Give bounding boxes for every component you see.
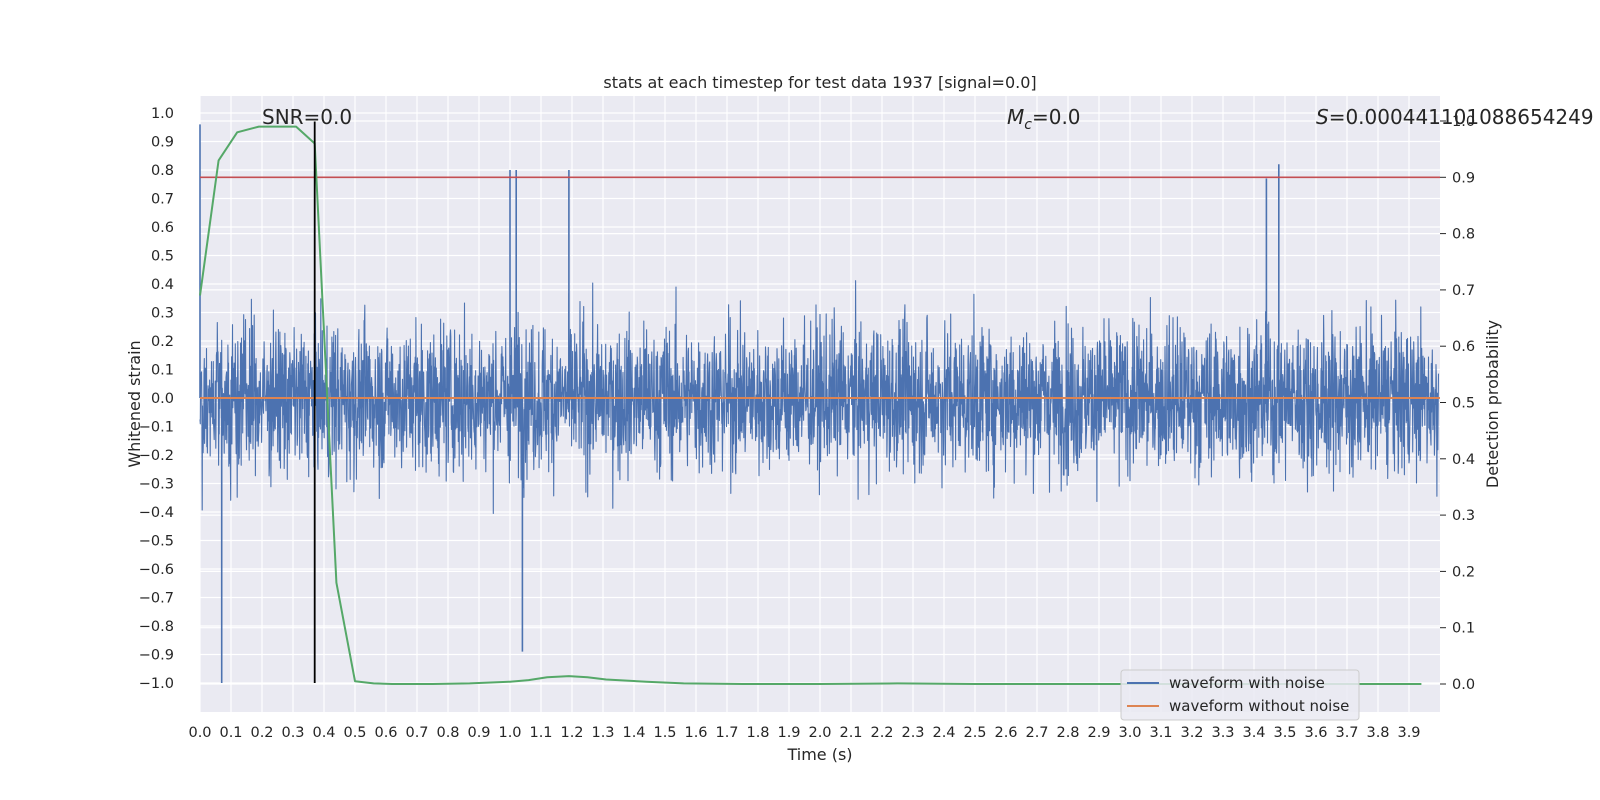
y-tick-label: −1.0 (139, 676, 174, 692)
plot-lines (199, 121, 1440, 685)
y-ticks: 1.0 0.9 0.8 0.7 0.6 0.5 0.4 0.3 0.2 0.1 0.0 −0.1 −0.… (139, 106, 174, 692)
detection-probability-line (199, 125, 1422, 685)
y-tick-label: −0.2 (139, 448, 174, 464)
annotation-s: S=0.000441101088654249 (1316, 105, 1594, 129)
x-tick-label: 3.7 (1335, 725, 1358, 741)
x-tick-label: 2.8 (1056, 725, 1079, 741)
x-tick-label: 2.0 (808, 725, 831, 741)
x-tick-label: 0.4 (312, 725, 335, 741)
x-tick-label: 1.0 (498, 725, 521, 741)
y2-ticks: 0.0 0.1 0.2 0.3 0.4 0.5 0.6 0.7 0.8 0.9 1.0 (1440, 114, 1475, 693)
y2-tick-label: 1.0 (1452, 114, 1475, 130)
annotation-snr: SNR=0.0 (262, 105, 352, 129)
y2-tick-label: 0.7 (1452, 283, 1475, 299)
y-tick-label: 0.8 (151, 163, 174, 179)
x-tick-label: 0.1 (219, 725, 242, 741)
chart-title: stats at each timestep for test data 193… (603, 73, 1036, 92)
y-tick-label: −0.4 (139, 505, 174, 521)
x-tick-label: 2.9 (1087, 725, 1110, 741)
noise-waveform (199, 280, 1440, 515)
legend: waveform with noise waveform without noi… (1120, 669, 1360, 721)
legend-box (1120, 669, 1360, 721)
x-tick-label: 0.8 (436, 725, 459, 741)
y2-tick-label: 0.2 (1452, 564, 1475, 580)
x-tick-label: 2.6 (994, 725, 1017, 741)
x-tick-label: 1.6 (684, 725, 707, 741)
x-tick-label: 2.3 (901, 725, 924, 741)
x-tick-label: 3.1 (1149, 725, 1172, 741)
x-tick-label: 3.3 (1211, 725, 1234, 741)
x-ticks: 0.0 0.1 0.2 0.3 0.4 0.5 0.6 0.7 0.8 0.9 1.0 1.1 1.2 1… (188, 725, 1420, 741)
y-tick-label: −0.9 (139, 648, 174, 664)
x-tick-label: 1.7 (715, 725, 738, 741)
y-tick-label: −0.7 (139, 591, 174, 607)
x-tick-label: 3.6 (1304, 725, 1327, 741)
x-tick-label: 3.8 (1366, 725, 1389, 741)
annotation-mc: Mc=0.0 (1007, 105, 1081, 133)
x-tick-label: 2.1 (839, 725, 862, 741)
x-tick-label: 1.1 (529, 725, 552, 741)
y-tick-label: 0.9 (151, 135, 174, 151)
legend-label-noise: waveform with noise (1169, 674, 1325, 692)
y-tick-label: 0.4 (151, 277, 174, 293)
y-tick-label: −0.8 (139, 619, 174, 635)
y2-tick-label: 0.6 (1452, 339, 1475, 355)
x-tick-label: 1.2 (560, 725, 583, 741)
x-tick-label: 0.2 (250, 725, 273, 741)
y2-tick-label: 0.8 (1452, 227, 1475, 243)
x-tick-label: 0.5 (343, 725, 366, 741)
y-tick-label: 0.6 (151, 220, 174, 236)
x-tick-label: 3.0 (1118, 725, 1141, 741)
x-tick-label: 1.5 (653, 725, 676, 741)
x-tick-label: 1.3 (591, 725, 614, 741)
x-tick-label: 0.3 (281, 725, 304, 741)
y-tick-label: −0.3 (139, 477, 174, 493)
x-tick-label: 2.5 (963, 725, 986, 741)
x-tick-label: 0.6 (374, 725, 397, 741)
x-tick-label: 3.2 (1180, 725, 1203, 741)
legend-label-clean: waveform without noise (1169, 697, 1349, 715)
y-tick-label: −0.5 (139, 534, 174, 550)
y-tick-label: 1.0 (151, 106, 174, 122)
y2-tick-label: 0.9 (1452, 170, 1475, 186)
x-tick-label: 3.5 (1273, 725, 1296, 741)
x-tick-label: 1.9 (777, 725, 800, 741)
x-tick-label: 2.7 (1025, 725, 1048, 741)
x-tick-label: 2.2 (870, 725, 893, 741)
y2-axis-label: Detection probability (1483, 320, 1502, 488)
y-tick-label: 0.7 (151, 192, 174, 208)
x-tick-label: 0.7 (405, 725, 428, 741)
y2-tick-label: 0.1 (1452, 621, 1475, 637)
x-tick-label: 2.4 (932, 725, 955, 741)
x-tick-label: 0.0 (188, 725, 211, 741)
x-tick-label: 0.9 (467, 725, 490, 741)
y2-tick-label: 0.0 (1452, 677, 1475, 693)
y-tick-label: 0.1 (151, 363, 174, 379)
y-tick-label: −0.1 (139, 420, 174, 436)
y-axis-label: Whitened strain (125, 340, 144, 467)
y-tick-label: −0.6 (139, 562, 174, 578)
x-tick-label: 1.8 (746, 725, 769, 741)
y2-tick-label: 0.5 (1452, 396, 1475, 412)
y2-tick-label: 0.3 (1452, 508, 1475, 524)
y-tick-label: 0.5 (151, 249, 174, 265)
x-tick-label: 3.4 (1242, 725, 1265, 741)
y2-tick-label: 0.4 (1452, 452, 1475, 468)
y-tick-label: 0.2 (151, 334, 174, 350)
x-tick-label: 3.9 (1397, 725, 1420, 741)
x-axis-label: Time (s) (786, 745, 852, 764)
y-tick-label: 0.0 (151, 391, 174, 407)
x-tick-label: 1.4 (622, 725, 645, 741)
y-tick-label: 0.3 (151, 306, 174, 322)
